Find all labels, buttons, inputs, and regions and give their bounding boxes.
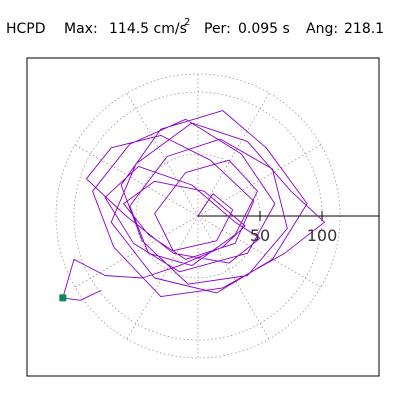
trace-layer xyxy=(62,110,325,301)
marker-layer xyxy=(59,294,67,302)
header-per-value: 0.095 s xyxy=(238,21,290,37)
header-max-value: 114.5 cm/s xyxy=(109,21,187,37)
trace-series-0 xyxy=(62,110,325,301)
header-max-label: Max: xyxy=(64,21,98,37)
header-station: HCPD xyxy=(6,21,46,37)
header-ang-value: 218.1 xyxy=(344,21,384,37)
tick-label-1: 100 xyxy=(307,226,338,245)
start-marker xyxy=(59,294,67,302)
tick-labels: 50 100 xyxy=(250,226,337,245)
plot-frame xyxy=(26,57,380,377)
header-ang-label: Ang: xyxy=(306,21,338,37)
header-per-label: Per: xyxy=(204,21,231,37)
tick-label-0: 50 xyxy=(250,226,270,245)
header-max-exp: 2 xyxy=(184,17,190,28)
